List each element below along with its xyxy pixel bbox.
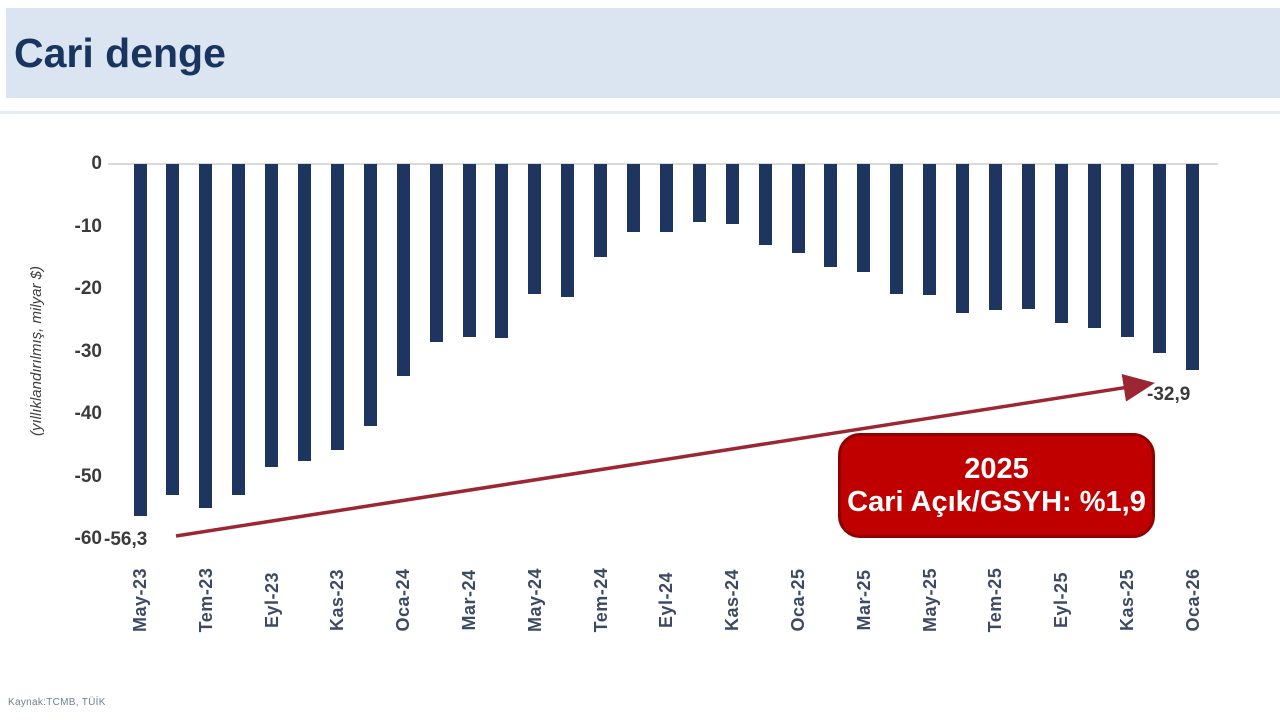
source-note: Kaynak:TCMB, TÜİK [8,697,106,708]
bar-Mar-25 [857,164,871,273]
bar-Oca-25 [791,164,805,253]
bar-Eki-25 [1087,164,1101,328]
bar-Tem-25 [988,164,1002,311]
bar-Eyl-24 [659,164,673,233]
x-tick-Eyl-24: Eyl-24 [656,571,677,629]
bar-May-25 [923,164,937,296]
x-tick-Oca-26: Oca-26 [1182,568,1203,632]
x-tick-Kas-24: Kas-24 [722,568,743,632]
first-bar-value-label: -56,3 [104,529,148,550]
y-tick--40: -40 [74,403,102,424]
header-divider [0,111,1280,114]
x-tick-Eyl-25: Eyl-25 [1051,571,1072,629]
bar-Şub-24 [429,164,443,342]
y-tick--10: -10 [74,215,102,237]
bar-Oca-26 [1186,164,1200,370]
x-tick-Kas-23: Kas-23 [327,568,348,632]
bar-Ağu-25 [1021,164,1035,309]
bar-Nis-25 [890,164,904,294]
bar-Ara-24 [758,164,772,246]
x-tick-Tem-24: Tem-24 [590,567,611,633]
y-tick--60: -60 [74,528,102,549]
bar-Kas-24 [725,164,739,224]
bar-Kas-25 [1120,164,1134,338]
page-title: Cari denge [14,29,226,76]
last-bar-value-label: -32,9 [1147,384,1191,405]
bar-Ağu-24 [627,164,640,232]
y-tick-0: 0 [91,153,102,174]
bar-Kas-23 [330,164,344,450]
y-tick--50: -50 [74,465,102,487]
bar-Mar-24 [462,164,476,338]
bar-Eki-23 [298,164,311,461]
y-tick--20: -20 [74,278,102,299]
x-tick-Oca-25: Oca-25 [788,568,808,632]
x-tick-May-23: May-23 [130,567,150,633]
x-tick-Mar-25: Mar-25 [853,569,874,631]
bar-Eyl-25 [1054,164,1068,324]
bar-Eki-24 [692,164,706,222]
bar-Oca-24 [396,164,410,376]
callout-2025-deficit-gdp: 2025 Cari Açık/GSYH: %1,9 [838,433,1155,538]
bar-Haz-23 [166,164,180,496]
bar-Haz-24 [561,164,575,297]
bar-Haz-25 [956,164,969,314]
x-tick-Tem-23: Tem-23 [195,567,216,633]
x-tick-Kas-25: Kas-25 [1117,568,1137,632]
page-header: Cari denge [6,8,1280,98]
bar-Eyl-23 [265,164,279,468]
x-tick-Eyl-23: Eyl-23 [261,571,282,629]
x-tick-Tem-25: Tem-25 [985,567,1006,633]
x-tick-Oca-24: Oca-24 [393,568,414,632]
bar-Ara-23 [363,164,377,426]
bar-Ara-25 [1153,164,1167,354]
callout-ratio: Cari Açık/GSYH: %1,9 [847,486,1146,518]
x-tick-May-24: May-24 [524,567,545,633]
callout-year: 2025 [964,453,1029,485]
x-tick-May-25: May-25 [919,567,940,633]
bar-Nis-24 [495,164,509,338]
bar-Ağu-23 [232,164,246,496]
bar-Şub-25 [824,164,838,268]
bar-May-23 [133,164,147,516]
bar-Tem-24 [594,164,608,258]
bar-May-24 [528,164,542,294]
bar-Tem-23 [199,164,213,509]
x-tick-Mar-24: Mar-24 [459,569,479,631]
y-tick--30: -30 [74,340,102,362]
